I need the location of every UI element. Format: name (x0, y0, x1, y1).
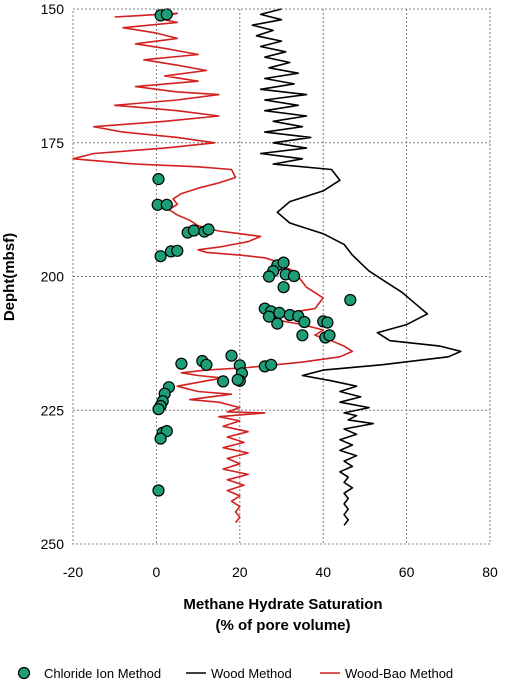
chloride-ion-point (187, 224, 200, 237)
y-tick-label: 250 (41, 536, 65, 552)
chloride-ion-point (225, 349, 238, 362)
chloride-ion-point (344, 293, 357, 307)
chloride-ion-point (265, 358, 278, 371)
chloride-ion-point (171, 244, 184, 257)
y-tick-label: 175 (41, 135, 65, 151)
legend-wood-label: Wood Method (211, 666, 292, 681)
plot-border (72, 8, 491, 545)
x-tick-label: 20 (232, 564, 248, 580)
y-tick-label: 225 (41, 402, 65, 418)
plot-frame (72, 8, 491, 545)
chloride-ion-point (160, 198, 173, 211)
x-tick-label: 0 (153, 564, 161, 580)
legend-woodbao-label: Wood-Bao Method (345, 666, 453, 681)
chloride-ion-point (323, 329, 336, 342)
series-chloride-ion-method (151, 8, 357, 497)
x-tick-label: 60 (399, 564, 415, 580)
chloride-ion-point (160, 8, 173, 21)
chloride-ion-point (262, 270, 276, 283)
y-axis-title: Depht(mbsf) (1, 233, 18, 321)
chloride-ion-point (217, 375, 230, 388)
wood-method-line (251, 8, 462, 526)
series-wood-bao-method (72, 12, 354, 524)
y-tick-labels: 150 175 200 225 250 (41, 1, 65, 552)
chloride-ion-point (262, 310, 276, 323)
series-wood-method (251, 8, 462, 526)
chloride-ion-point (271, 317, 284, 330)
chloride-ion-point (296, 329, 309, 342)
legend-chloride-marker (17, 666, 31, 680)
legend: Chloride Ion Method Wood Method Wood-Bao… (17, 666, 453, 681)
chloride-ion-point (277, 256, 290, 269)
x-axis-title-line2: (% of pore volume) (215, 617, 350, 634)
x-tick-label: 40 (315, 564, 331, 580)
chloride-ion-point (321, 316, 334, 329)
chloride-ion-point (154, 432, 167, 445)
chloride-ion-point (277, 281, 290, 294)
chloride-ion-point (202, 223, 215, 236)
legend-chloride-label: Chloride Ion Method (44, 666, 161, 681)
chloride-ion-point (175, 357, 188, 370)
y-tick-label: 200 (41, 269, 65, 285)
wood-bao-method-line (72, 12, 354, 524)
chloride-ion-point (231, 373, 244, 386)
y-tick-label: 150 (41, 1, 65, 17)
chloride-ion-point (152, 484, 165, 497)
chloride-ion-point (154, 250, 167, 263)
chloride-ion-point (152, 173, 165, 186)
x-tick-label: -20 (63, 564, 83, 580)
chloride-ion-point (152, 403, 165, 416)
chloride-ion-point (298, 315, 311, 329)
chloride-ion-point (273, 306, 286, 319)
chloride-ion-point (200, 358, 213, 371)
x-tick-label: 80 (482, 564, 498, 580)
chloride-ion-point (287, 269, 301, 283)
x-tick-labels: -20 0 20 40 60 80 (63, 564, 498, 580)
x-axis-title-line1: Methane Hydrate Saturation (183, 596, 382, 613)
